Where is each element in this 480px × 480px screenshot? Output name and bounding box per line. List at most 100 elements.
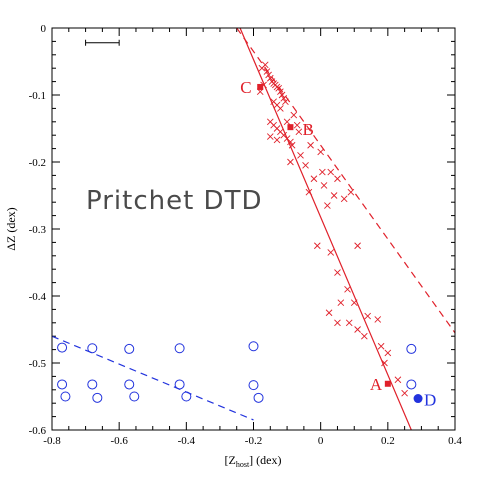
open-circle-marker [124,343,135,354]
point-d-marker [413,394,423,404]
data-points [57,61,417,403]
cross-stroke [327,168,335,176]
scale-bar [85,39,120,46]
y-tick-label: -0.2 [29,157,46,169]
cross-marker [350,299,358,307]
cross-stroke [283,135,291,142]
cross-marker [280,95,288,102]
cross-marker [277,88,284,95]
cross-stroke [273,125,281,132]
cross-stroke [266,74,274,82]
cross-stroke [277,88,284,95]
cross-marker [401,389,408,397]
cross-stroke [320,182,328,189]
cross-stroke [277,105,284,112]
cross-marker [283,118,291,126]
x-tick-label: -0.8 [43,435,61,447]
cross-marker [287,138,294,146]
cross-stroke [330,192,338,199]
cross-marker [307,141,314,149]
cross-stroke [374,316,382,323]
dashed-fit-line [52,335,254,421]
cross-stroke [354,242,361,250]
dashed-fit-line [236,28,455,334]
cross-stroke [327,249,335,256]
cross-stroke [325,309,333,317]
cross-stroke [334,269,341,276]
cross-marker [334,319,341,327]
cross-marker [278,91,286,99]
open-circle-marker [181,391,192,402]
open-circle-marker [406,343,417,354]
cross-marker [302,162,309,169]
cross-stroke [295,128,303,136]
cross-stroke [290,111,298,119]
cross-marker [282,98,289,106]
cross-marker [290,111,298,119]
point-b-label: B [302,120,313,139]
point-a-label: A [370,375,383,394]
point-c-marker [257,83,264,90]
cross-stroke [344,285,351,293]
cross-marker [347,188,355,196]
cross-marker [384,349,392,357]
cross-stroke [319,168,326,176]
cross-stroke [377,342,385,350]
cross-marker [337,299,345,307]
x-tick-label: -0.2 [245,435,262,447]
cross-stroke [261,61,269,69]
open-circle-marker [253,392,264,403]
x-tick-label: -0.4 [178,435,196,447]
cross-stroke [280,131,288,139]
cross-stroke [288,141,296,149]
cross-marker [275,84,283,92]
open-circle-marker [87,379,98,390]
cross-stroke [347,188,355,196]
solid-fit-line [239,28,412,430]
cross-marker [394,376,402,384]
cross-stroke [282,98,289,106]
cross-marker [327,168,335,176]
open-circle-marker [60,391,71,402]
cross-stroke [297,151,304,159]
cross-marker [374,316,382,323]
cross-marker [334,269,341,276]
open-circle-marker [406,379,417,390]
cross-marker [317,148,324,156]
cross-stroke [287,138,294,146]
cross-marker [266,74,274,82]
open-circle-marker [87,343,98,354]
cross-stroke [354,326,361,333]
y-tick-label: 0 [41,23,47,35]
cross-marker [324,202,331,209]
cross-stroke [307,141,314,149]
cross-marker [340,195,348,203]
cross-stroke [305,188,313,196]
x-tick-label: 0.4 [448,435,462,447]
cross-stroke [345,319,353,327]
cross-marker [287,158,294,166]
open-circle-marker [248,341,259,352]
cross-stroke [278,91,286,99]
open-circle-marker [57,342,68,353]
chart-annotation: Pritchet DTD [86,186,262,216]
cross-stroke [302,162,309,169]
cross-marker [345,319,353,327]
cross-stroke [273,136,281,144]
cross-marker [354,242,361,250]
cross-stroke [266,118,274,126]
cross-marker [381,359,388,367]
cross-marker [361,332,368,340]
cross-stroke [384,349,392,357]
cross-stroke [313,242,321,250]
open-circle-marker [248,380,259,391]
cross-stroke [310,175,318,183]
point-a-marker [384,380,391,387]
cross-stroke [287,158,294,166]
cross-marker [263,68,271,75]
cross-stroke [381,359,388,367]
cross-stroke [270,98,277,106]
cross-marker [293,121,301,129]
cross-marker [320,182,328,189]
